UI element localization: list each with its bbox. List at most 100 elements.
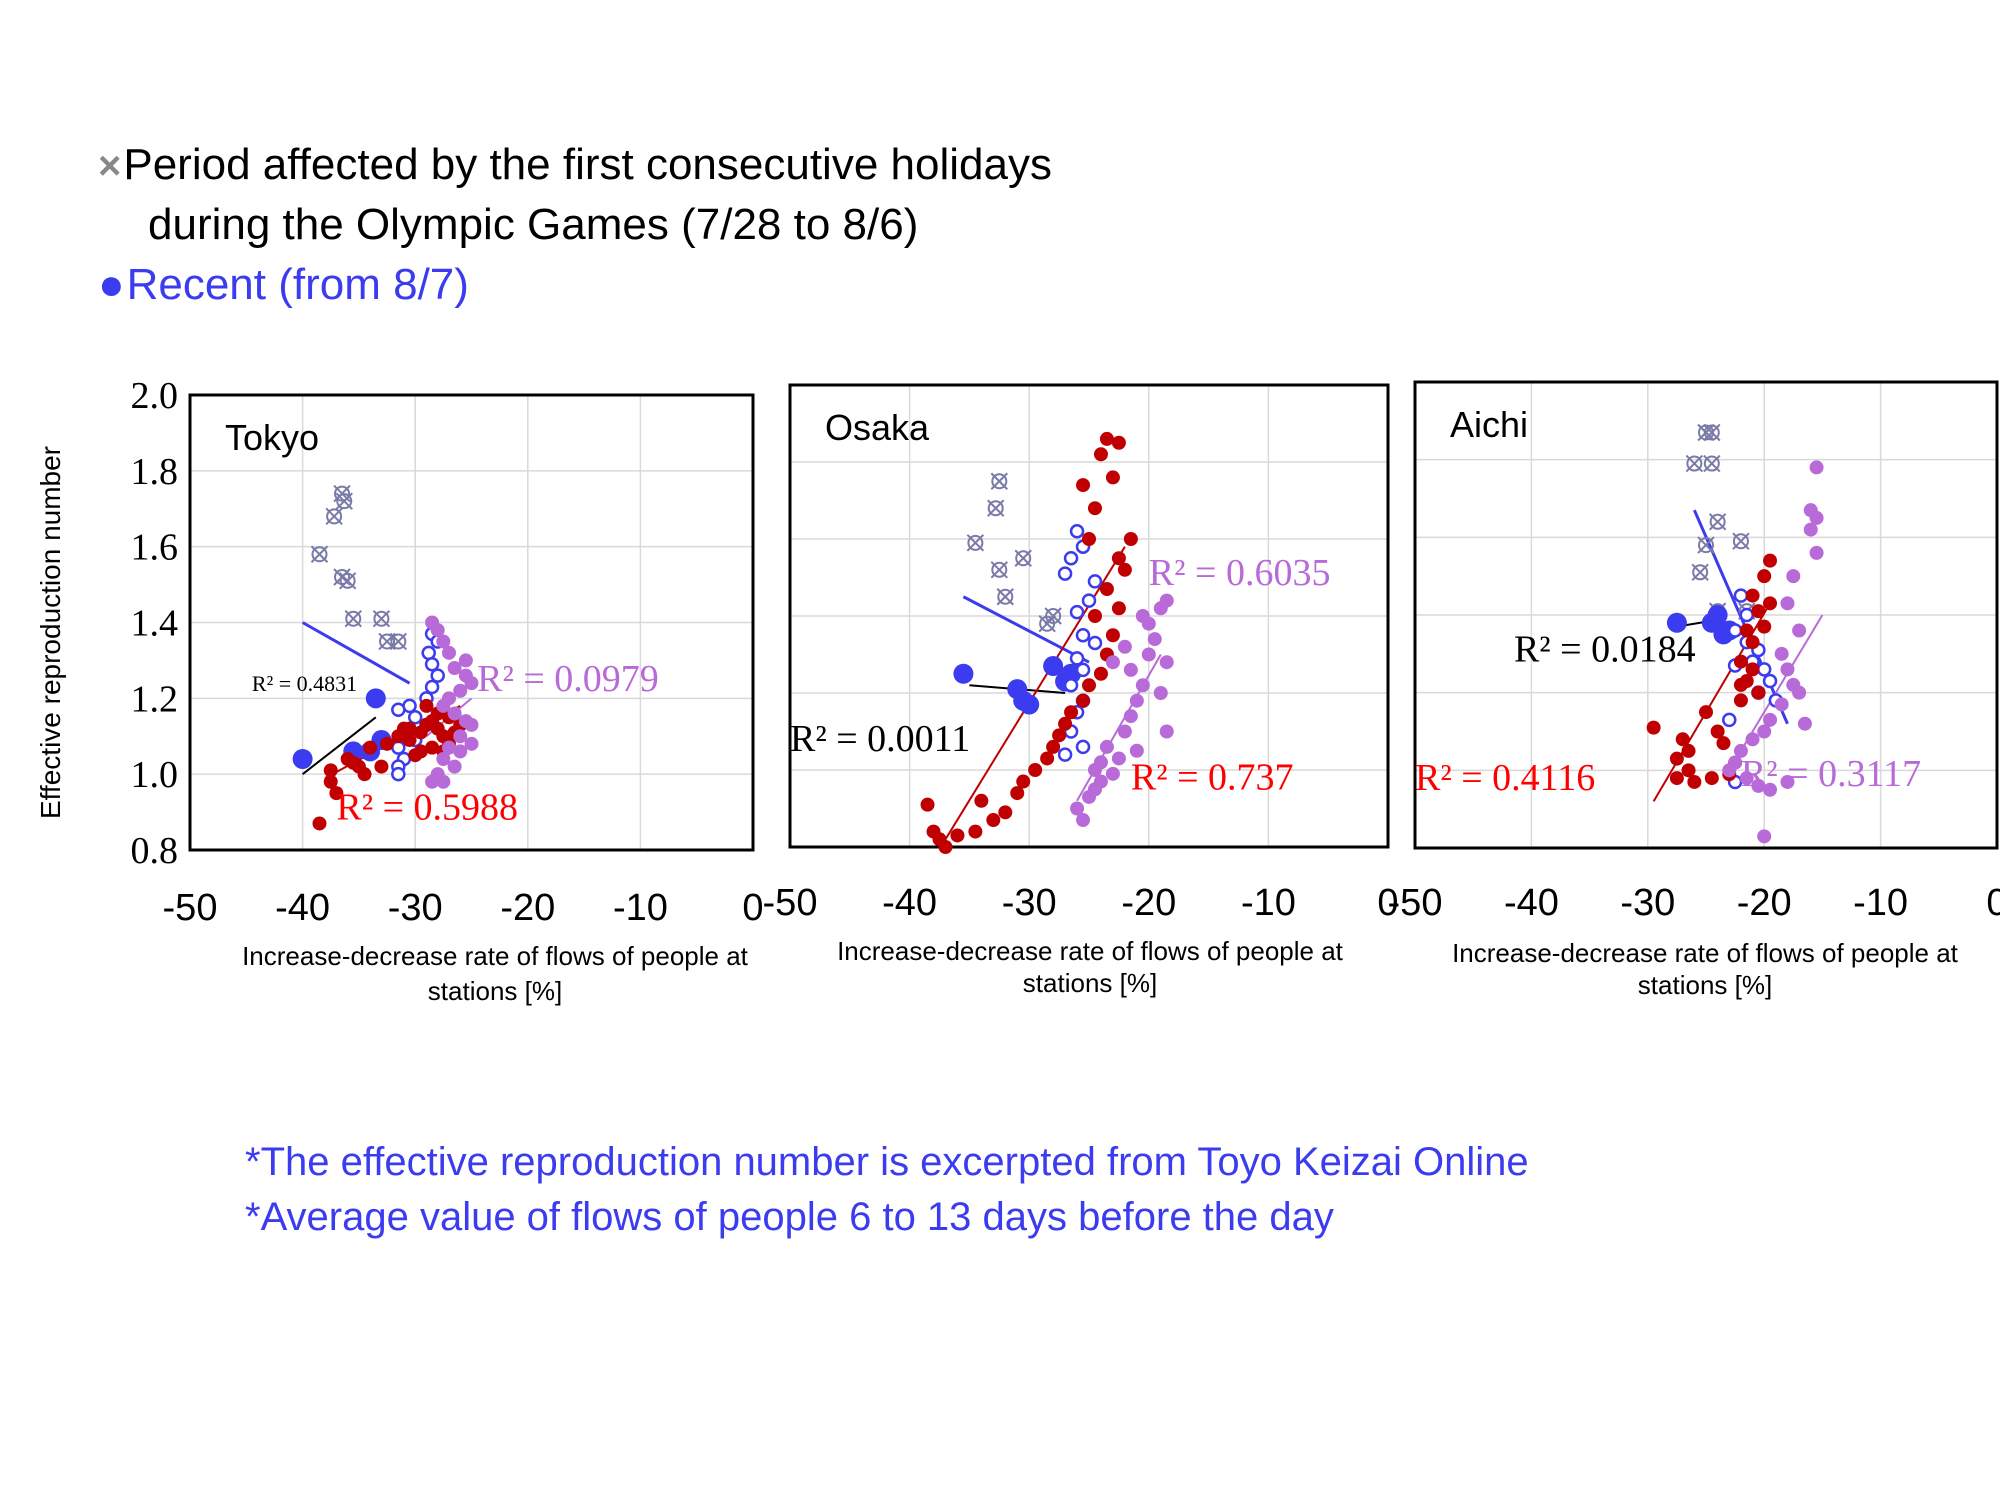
red-point [986,813,1001,828]
red-point [1669,751,1684,766]
red-point [1052,728,1067,743]
red-point [1763,553,1778,568]
x-tick-label: -10 [613,887,668,929]
red-point [1046,739,1061,754]
purple-point [1774,646,1789,661]
holiday-point [338,572,357,590]
holiday-point [987,499,1005,517]
chart-tokyo: Tokyo -50 -40 -30 -20 -10 0 Increase-decrease r… [35,375,764,1006]
recent-open-point [1075,739,1091,755]
recent-dot-icon: ● [98,260,125,309]
purple-point [1117,724,1132,739]
recent-open-point [1733,588,1749,603]
purple-point [436,634,451,649]
purple-point [1159,593,1174,608]
holiday-point [310,545,329,563]
red-point [402,733,417,748]
r-squared-label: R² = 0.0184 [1514,629,1696,671]
red-point [920,797,935,812]
red-point [938,840,953,854]
purple-point [1751,778,1766,793]
recent-open-point [1087,574,1103,589]
purple-point [425,774,440,789]
purple-point [458,653,473,668]
red-point [1681,743,1696,758]
red-point [1082,678,1096,693]
recent-open-point [1069,651,1085,666]
purple-point [1123,709,1138,724]
x-tick-label: -50 [763,882,818,924]
x-tick-label: -30 [1002,882,1057,924]
purple-point [453,744,468,759]
red-point [329,786,344,801]
recent-open-point [1739,607,1754,623]
red-point [357,767,372,782]
x-axis-label: Increase-decrease rate of flows of peopl… [837,936,1344,966]
recent-point [953,663,974,684]
red-point [1704,771,1719,786]
r-squared-label: R² = 0.0979 [477,658,659,700]
note-source: *The effective reproduction number is ex… [245,1140,1529,1184]
recent-open-point [1063,678,1079,693]
red-point [1646,720,1661,735]
x-tick-label: -10 [1241,882,1296,924]
red-point [380,736,395,751]
purple-point [1105,766,1120,781]
red-point [1681,763,1696,778]
recent-open-point [1075,662,1091,678]
red-point [363,740,378,755]
red-point [1105,470,1120,485]
purple-point [464,736,479,751]
holiday-point [1691,563,1709,581]
r-squared-label: R² = 0.4831 [252,671,357,696]
red-point [1064,705,1079,720]
purple-point [1117,639,1132,654]
purple-point [1105,655,1120,670]
red-point [1733,693,1748,708]
x-tick-label: -30 [1620,882,1675,924]
red-point [1076,693,1091,708]
recent-open-point [1722,712,1737,728]
holiday-point [389,632,408,651]
plot-frame [188,393,755,852]
red-point [1745,635,1760,650]
red-point [1745,662,1760,677]
y-tick-label: 0.8 [131,830,179,872]
purple-point [430,623,445,638]
trendline [962,595,1090,664]
purple-point [1141,647,1156,662]
red-point [1087,609,1102,623]
chart-title: Osaka [825,407,930,448]
purple-point [1780,774,1795,789]
red-point [1710,724,1725,739]
holiday-point [1708,513,1727,531]
red-point [1739,623,1754,638]
recent-open-point [1069,604,1085,620]
purple-point [1093,774,1108,789]
legend-holiday-line1: ×Period affected by the first consecutiv… [98,140,1052,190]
holiday-point [1685,454,1704,473]
purple-point [1792,685,1807,700]
plot-frame [1413,380,1999,850]
recent-open-point [391,702,406,717]
x-tick-label: -10 [1853,882,1908,924]
y-tick-label: 2.0 [131,375,179,417]
red-point [1105,628,1120,643]
holiday-point [1732,532,1750,550]
recent-open-point [1069,524,1085,539]
purple-point [1722,763,1737,778]
x-tick-label: -20 [500,887,555,929]
purple-point [1739,771,1754,786]
red-point [1111,601,1126,616]
y-tick-label: 1.2 [131,678,179,720]
red-point [1093,666,1108,681]
holiday-point [1014,549,1032,567]
recent-open-point [391,740,406,755]
recent-open-point [1075,628,1091,643]
recent-point [365,688,386,709]
purple-point [1123,662,1138,677]
purple-point [464,717,479,732]
holiday-x-icon: × [98,144,122,188]
red-point [1751,604,1766,619]
purple-point [1153,686,1168,700]
